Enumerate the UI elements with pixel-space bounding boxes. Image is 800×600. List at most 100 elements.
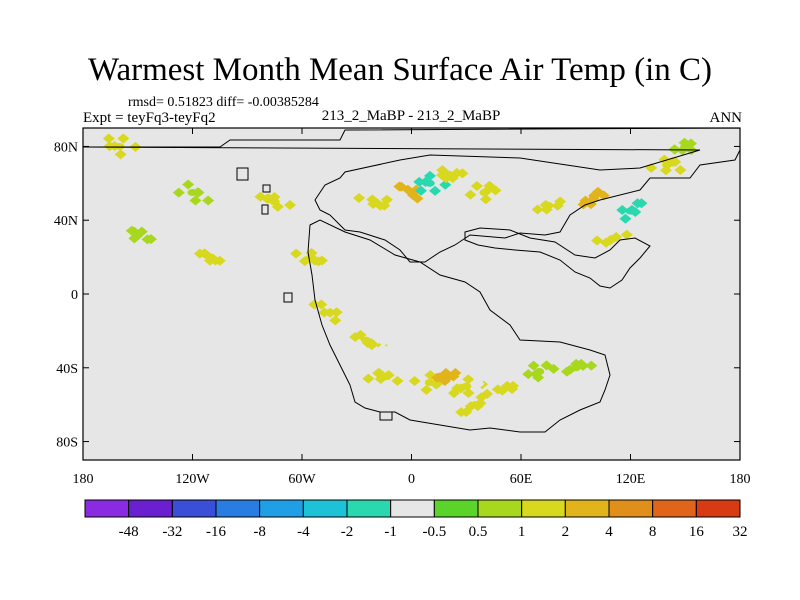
anomaly-patch (462, 374, 475, 385)
anomaly-patch (406, 364, 417, 372)
anomaly-patch (103, 141, 116, 152)
colorbar-label: 8 (649, 524, 657, 540)
anomaly-patch (508, 170, 521, 181)
colorbar-swatch (171, 499, 217, 518)
anomaly-patch (429, 185, 442, 196)
anomaly-patch (616, 205, 629, 216)
colorbar-swatch (608, 499, 654, 518)
colorbar-swatch (433, 499, 479, 518)
lat-tick-label: 40N (54, 214, 78, 229)
anomaly-patch (379, 373, 390, 381)
anomaly-patch (573, 222, 586, 233)
lat-tick-label: 40S (56, 362, 78, 377)
colorbar-swatch (128, 499, 173, 518)
anomaly-patch (114, 149, 127, 160)
anomaly-patch (532, 372, 545, 383)
colorbar-label: -8 (253, 524, 266, 540)
lat-tick-label: 80S (56, 436, 78, 451)
lon-tick-label: 120W (175, 472, 210, 487)
colorbar-swatch (84, 499, 130, 518)
anomaly-patch (327, 192, 340, 203)
anomaly-patch (269, 198, 280, 206)
anomaly-patch (554, 196, 567, 207)
anomaly-patch (433, 372, 446, 383)
anomaly-patch (290, 248, 303, 259)
anomaly-patch (353, 192, 366, 203)
anomaly-patch (674, 165, 687, 176)
anomaly-patch (205, 253, 216, 261)
anomaly-patch (570, 364, 581, 372)
anomaly-patch (388, 345, 399, 353)
anomaly-patch (462, 387, 475, 398)
anomaly-patch (132, 231, 143, 239)
colorbar-label: 0.5 (469, 524, 488, 540)
anomaly-patch (315, 299, 328, 310)
anomaly-patch (547, 363, 560, 374)
colorbar-label: -4 (297, 524, 310, 540)
map-background (83, 128, 740, 460)
colorbar-label: -48 (119, 524, 139, 540)
anomaly-patch (411, 193, 424, 204)
anomaly-patch (456, 168, 469, 179)
anomaly-patch (408, 376, 421, 387)
anomaly-patch (464, 189, 477, 200)
anomaly-patch (662, 378, 675, 389)
anomaly-patch (479, 161, 490, 169)
lon-tick-label: 60E (510, 472, 533, 487)
anomaly-patch (531, 204, 544, 215)
anomaly-patch (391, 375, 404, 386)
anomaly-patch (283, 199, 296, 210)
coastline (82, 127, 741, 263)
anomaly-patch (410, 368, 423, 379)
anomaly-patch (172, 187, 185, 198)
anomaly-patch (534, 367, 545, 375)
colorbar-swatch (346, 499, 392, 518)
anomaly-patch (620, 229, 633, 240)
colorbar-label: -2 (341, 524, 354, 540)
anomaly-patch (470, 401, 481, 409)
anomaly-patch (483, 180, 496, 191)
anomaly-patch (329, 315, 342, 326)
anomaly-patch (406, 189, 417, 197)
anomaly-patch (566, 216, 579, 227)
anomaly-patch (306, 253, 317, 261)
anomaly-patch (490, 156, 503, 167)
anomaly-patch (447, 388, 460, 399)
experiment-label: Expt = teyFq3-teyFq2 (83, 110, 216, 126)
lon-tick-label: 180 (730, 472, 751, 487)
lon-tick-label: 180 (73, 472, 94, 487)
anomaly-patch (585, 360, 598, 371)
anomaly-patch (396, 365, 409, 376)
colorbar-label: 4 (605, 524, 613, 540)
colorbar-swatch (215, 499, 261, 518)
anomaly-patch (420, 384, 433, 395)
anomaly-patch (607, 235, 618, 243)
anomaly-patch (341, 208, 354, 219)
anomaly-patch (213, 255, 226, 266)
anomaly-patch (479, 189, 490, 197)
anomaly-patch (470, 180, 483, 191)
coastline (464, 227, 651, 289)
anomaly-patch (102, 133, 115, 144)
lon-tick-label: 0 (408, 472, 415, 487)
anomaly-patch (591, 235, 604, 246)
anomaly-patch (652, 379, 663, 387)
coastline (261, 204, 269, 215)
anomaly-patch (380, 194, 393, 205)
anomaly-patch (594, 207, 607, 218)
anomaly-patch (479, 194, 492, 205)
colorbar-label: -32 (162, 524, 182, 540)
season-label: ANN (709, 110, 743, 126)
coastline (307, 219, 611, 433)
colorbar-swatch (390, 499, 435, 518)
anomaly-patch (413, 176, 426, 187)
anomaly-patch (669, 156, 682, 167)
anomaly-patch (362, 373, 375, 384)
anomaly-patch (506, 383, 519, 394)
coastline (236, 167, 249, 181)
coastline (379, 411, 393, 421)
anomaly-patch (443, 373, 453, 381)
anomaly-patch (114, 142, 125, 150)
anomaly-patch (189, 195, 202, 206)
